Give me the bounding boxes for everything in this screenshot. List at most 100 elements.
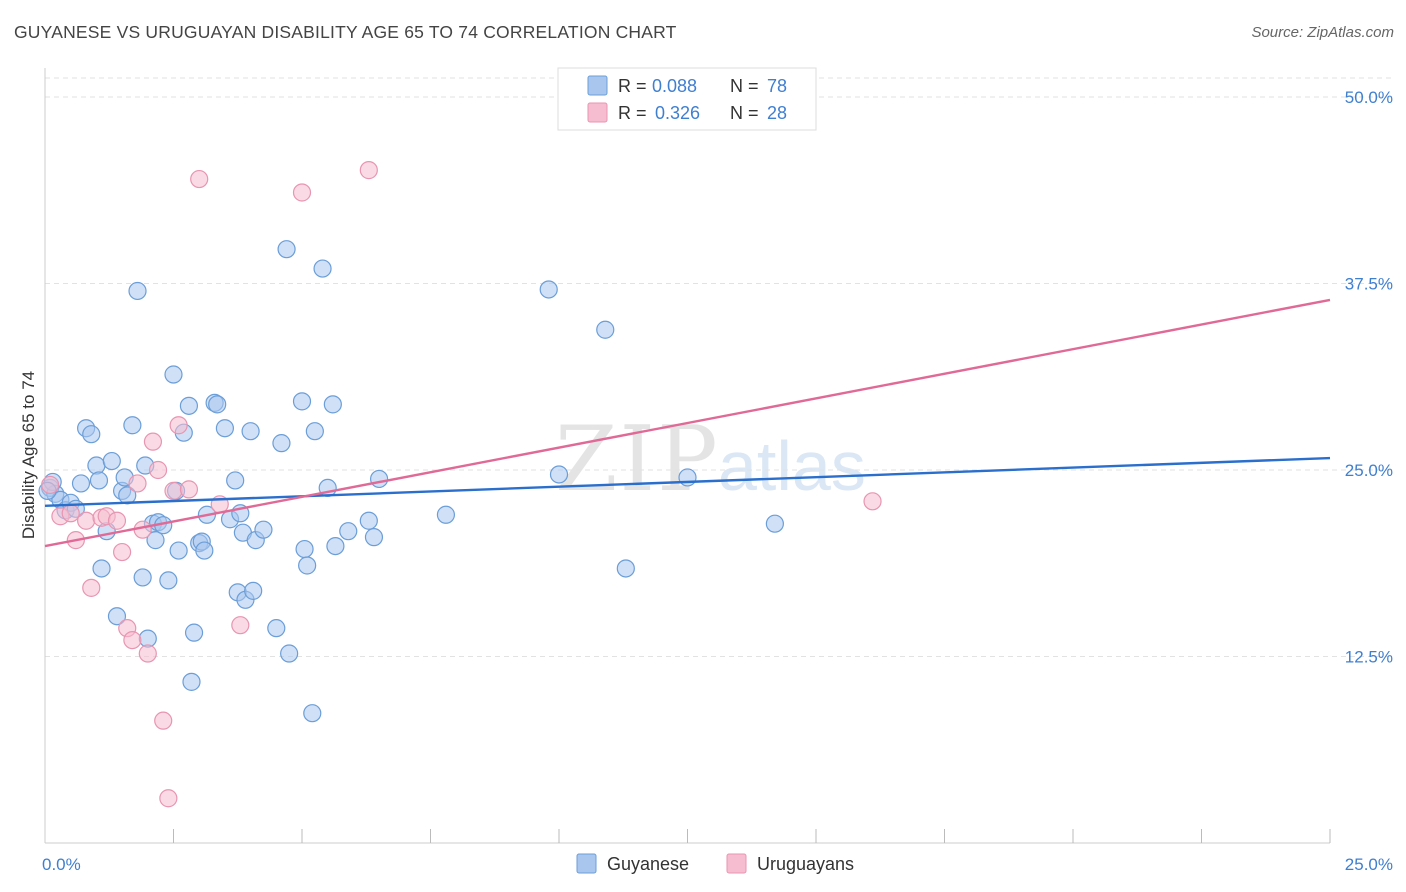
point-guyanese-9: [87, 456, 106, 475]
point-guyanese-56: [292, 392, 312, 411]
point-guyanese-69: [436, 505, 456, 524]
point-guyanese-58: [298, 556, 317, 575]
point-guyanese-70: [539, 280, 558, 299]
point-guyanese-51: [254, 520, 273, 539]
y-axis-title: Disability Age 65 to 74: [19, 371, 38, 539]
legend-swatch-uruguayans: [587, 102, 608, 123]
point-uruguayans-16: [148, 460, 168, 480]
point-guyanese-30: [169, 541, 188, 560]
legend-n-value-uruguayans: 28: [767, 103, 787, 123]
bottom-legend-swatch-guyanese: [576, 853, 597, 874]
legend-r-value-uruguayans: 0.326: [655, 103, 700, 123]
point-guyanese-59: [303, 704, 322, 723]
legend-n-value-guyanese: 78: [767, 76, 787, 96]
point-guyanese-24: [146, 531, 165, 550]
point-guyanese-72: [596, 320, 615, 339]
y-tick-label-0: 12.5%: [1345, 648, 1393, 667]
bottom-legend-label-uruguayans: Uruguayans: [757, 854, 854, 874]
point-uruguayans-11: [123, 630, 142, 650]
legend-r-label-uruguayans: R =: [618, 103, 647, 123]
point-uruguayans-12: [128, 474, 147, 493]
point-uruguayans-19: [164, 481, 183, 500]
trend-lines: [44, 298, 1331, 548]
point-uruguayans-5: [82, 578, 101, 597]
y-tick-label-2: 37.5%: [1345, 275, 1393, 294]
point-guyanese-49: [244, 581, 263, 600]
trend-line-uruguayans: [44, 298, 1331, 548]
point-guyanese-75: [765, 514, 784, 533]
point-guyanese-60: [305, 422, 324, 441]
tick-labels: 12.5% 25.0% 37.5% 50.0% 0.0% 25.0%: [42, 88, 1393, 874]
point-guyanese-28: [164, 365, 183, 384]
point-uruguayans-21: [179, 480, 199, 499]
point-guyanese-11: [92, 559, 111, 578]
point-uruguayans-25: [292, 183, 312, 202]
point-guyanese-71: [549, 465, 569, 484]
point-uruguayans-17: [154, 711, 173, 730]
y-tick-label-1: 25.0%: [1345, 461, 1393, 480]
watermark-zip: ZIP: [555, 407, 720, 512]
point-guyanese-8: [82, 425, 101, 444]
point-guyanese-67: [364, 528, 384, 547]
point-uruguayans-24: [231, 616, 250, 635]
trend-line-guyanese: [44, 456, 1331, 508]
point-uruguayans-15: [143, 432, 163, 451]
point-guyanese-61: [313, 259, 332, 278]
point-guyanese-73: [616, 559, 635, 578]
point-guyanese-6: [71, 474, 91, 493]
legend-n-label-uruguayans: N =: [730, 103, 759, 123]
point-guyanese-10: [89, 471, 109, 490]
point-guyanese-53: [272, 434, 291, 453]
legend-r-value-guyanese: 0.088: [652, 76, 697, 96]
point-uruguayans-8: [107, 511, 127, 530]
point-guyanese-27: [159, 571, 178, 590]
bottom-legend: Guyanese Uruguayans: [576, 853, 854, 874]
scatter-points: [38, 161, 882, 808]
point-guyanese-63: [323, 395, 342, 414]
bottom-legend-label-guyanese: Guyanese: [607, 854, 689, 874]
legend-swatch-guyanese: [587, 75, 608, 96]
point-uruguayans-4: [77, 511, 96, 530]
point-guyanese-65: [339, 522, 358, 541]
point-guyanese-33: [182, 672, 201, 691]
point-guyanese-55: [280, 644, 299, 663]
grid-lines: [45, 77, 1392, 657]
point-guyanese-68: [370, 469, 389, 489]
chart-title: GUYANESE VS URUGUAYAN DISABILITY AGE 65 …: [14, 22, 677, 42]
point-guyanese-13: [102, 451, 121, 471]
point-guyanese-66: [359, 511, 378, 530]
legend: R = 0.088 N = 78 R = 0.326 N = 28: [557, 67, 817, 131]
point-uruguayans-0: [41, 475, 60, 495]
watermark-atlas: atlas: [718, 427, 866, 505]
point-uruguayans-18: [159, 789, 178, 808]
legend-n-label-guyanese: N =: [730, 76, 759, 96]
point-guyanese-20: [133, 568, 152, 587]
point-guyanese-34: [184, 623, 204, 642]
point-uruguayans-14: [138, 644, 157, 663]
point-guyanese-43: [226, 471, 245, 490]
x-tick-label-1: 25.0%: [1345, 855, 1393, 874]
point-guyanese-41: [215, 419, 234, 438]
point-guyanese-52: [267, 619, 286, 638]
point-guyanese-37: [195, 541, 214, 560]
point-guyanese-32: [179, 396, 199, 415]
legend-r-label-guyanese: R =: [618, 76, 647, 96]
point-uruguayans-26: [359, 161, 378, 180]
point-uruguayans-9: [112, 542, 132, 562]
point-guyanese-74: [678, 468, 697, 487]
point-guyanese-18: [123, 416, 142, 435]
point-guyanese-19: [128, 281, 147, 301]
point-uruguayans-2: [61, 504, 80, 523]
point-guyanese-14: [107, 607, 127, 626]
x-tick-label-0: 0.0%: [42, 855, 81, 874]
point-uruguayans-20: [169, 416, 188, 435]
point-uruguayans-22: [190, 169, 209, 189]
point-guyanese-54: [277, 240, 296, 259]
x-axis-ticks: [173, 829, 1331, 843]
point-guyanese-40: [208, 395, 227, 414]
bottom-legend-swatch-uruguayans: [726, 853, 747, 874]
point-guyanese-64: [326, 536, 345, 556]
point-guyanese-48: [241, 422, 260, 441]
point-guyanese-57: [295, 539, 314, 559]
